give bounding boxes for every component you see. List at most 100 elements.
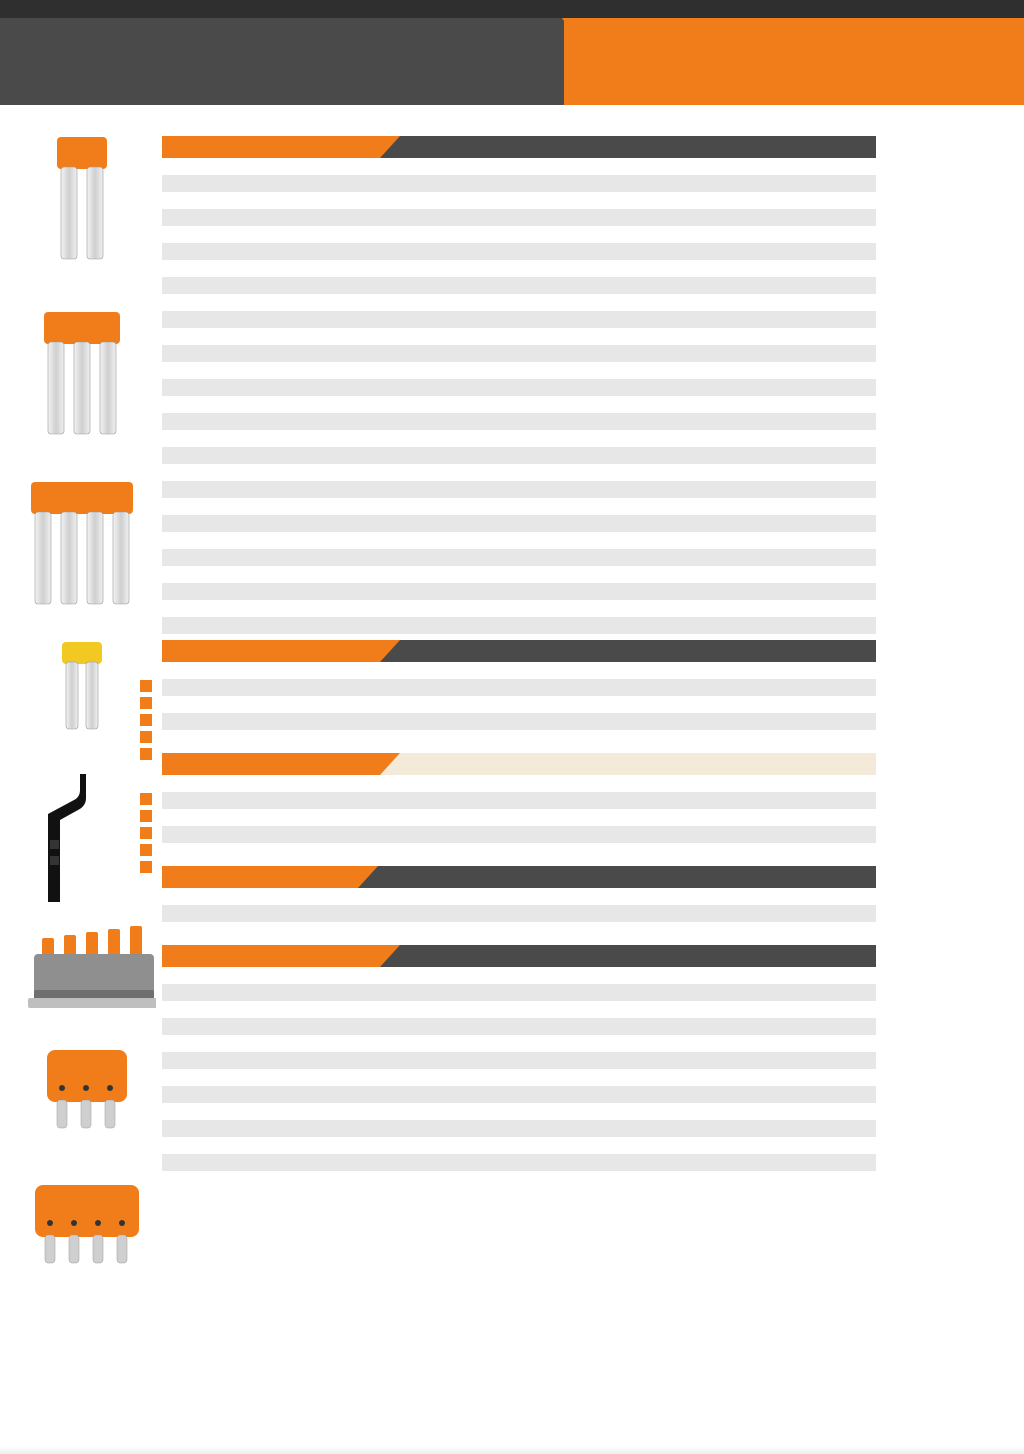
thumb-jumper-4pole bbox=[28, 480, 136, 610]
table-row bbox=[162, 430, 876, 447]
thumb-jumper-2pole-yellow bbox=[28, 640, 136, 735]
table-row bbox=[162, 1018, 876, 1035]
table-row bbox=[162, 826, 876, 843]
table-row bbox=[162, 967, 876, 984]
table-row bbox=[162, 905, 876, 922]
header-top-strip bbox=[0, 0, 1024, 18]
section-header-diagonal bbox=[358, 866, 378, 888]
checkbox-column bbox=[140, 680, 156, 765]
checkbox-marker bbox=[140, 731, 152, 743]
section-rows bbox=[162, 662, 876, 747]
table-row bbox=[162, 481, 876, 498]
table-row bbox=[162, 362, 876, 379]
table-row bbox=[162, 498, 876, 515]
table-row bbox=[162, 1171, 876, 1188]
table-row bbox=[162, 311, 876, 328]
table-row bbox=[162, 158, 876, 175]
checkbox-column bbox=[140, 793, 156, 878]
table-row bbox=[162, 260, 876, 277]
table-row bbox=[162, 192, 876, 209]
checkbox-marker bbox=[140, 680, 152, 692]
table-row bbox=[162, 1103, 876, 1120]
table-row bbox=[162, 515, 876, 532]
thumb-jumper-3pole bbox=[28, 310, 136, 440]
section-header-diagonal bbox=[380, 640, 400, 662]
table-row bbox=[162, 1120, 876, 1137]
table-row bbox=[162, 792, 876, 809]
thumb-block-row bbox=[28, 920, 136, 1010]
table-row bbox=[162, 775, 876, 792]
checkbox-marker bbox=[140, 861, 152, 873]
table-row bbox=[162, 379, 876, 396]
table-row bbox=[162, 617, 876, 634]
table-row bbox=[162, 679, 876, 696]
table-row bbox=[162, 464, 876, 481]
section-header bbox=[162, 640, 876, 662]
table-row bbox=[162, 549, 876, 566]
table-row bbox=[162, 396, 876, 413]
table-row bbox=[162, 922, 876, 939]
thumb-jumper-2pole bbox=[28, 135, 136, 265]
section-header-diagonal bbox=[380, 945, 400, 967]
section-header bbox=[162, 753, 876, 775]
thumb-cover-3 bbox=[28, 1040, 136, 1135]
table-row bbox=[162, 226, 876, 243]
table-row bbox=[162, 696, 876, 713]
table-row bbox=[162, 1137, 876, 1154]
thumb-tool-hook bbox=[28, 770, 136, 910]
section-rows bbox=[162, 967, 876, 1188]
table-row bbox=[162, 294, 876, 311]
section-sec3 bbox=[162, 753, 876, 860]
checkbox-marker bbox=[140, 748, 152, 760]
checkbox-marker bbox=[140, 844, 152, 856]
table-row bbox=[162, 1154, 876, 1171]
table-row bbox=[162, 345, 876, 362]
table-row bbox=[162, 1069, 876, 1086]
section-header bbox=[162, 945, 876, 967]
page-bottom-edge bbox=[0, 1446, 1024, 1454]
table-row bbox=[162, 888, 876, 905]
section-rows bbox=[162, 158, 876, 634]
section-sec4 bbox=[162, 866, 876, 939]
table-row bbox=[162, 984, 876, 1001]
table-row bbox=[162, 713, 876, 730]
section-rows bbox=[162, 888, 876, 939]
section-sec1 bbox=[162, 136, 876, 634]
section-rows bbox=[162, 775, 876, 860]
section-header-orange bbox=[162, 866, 358, 888]
section-header-diagonal bbox=[380, 753, 400, 775]
table-row bbox=[162, 175, 876, 192]
checkbox-marker bbox=[140, 714, 152, 726]
table-row bbox=[162, 243, 876, 260]
table-row bbox=[162, 1052, 876, 1069]
table-row bbox=[162, 809, 876, 826]
section-header-orange bbox=[162, 753, 380, 775]
table-row bbox=[162, 843, 876, 860]
table-row bbox=[162, 328, 876, 345]
main-column bbox=[162, 130, 876, 1188]
section-header-orange bbox=[162, 640, 380, 662]
table-row bbox=[162, 1001, 876, 1018]
section-header-orange bbox=[162, 945, 380, 967]
table-row bbox=[162, 447, 876, 464]
section-sec2 bbox=[162, 640, 876, 747]
checkbox-marker bbox=[140, 793, 152, 805]
section-sec5 bbox=[162, 945, 876, 1188]
section-header-diagonal bbox=[380, 136, 400, 158]
table-row bbox=[162, 1035, 876, 1052]
checkbox-marker bbox=[140, 697, 152, 709]
section-header bbox=[162, 136, 876, 158]
table-row bbox=[162, 662, 876, 679]
section-header-orange bbox=[162, 136, 380, 158]
table-row bbox=[162, 1086, 876, 1103]
table-row bbox=[162, 730, 876, 747]
checkbox-marker bbox=[140, 810, 152, 822]
checkbox-marker bbox=[140, 827, 152, 839]
table-row bbox=[162, 600, 876, 617]
table-row bbox=[162, 532, 876, 549]
table-row bbox=[162, 566, 876, 583]
table-row bbox=[162, 413, 876, 430]
table-row bbox=[162, 277, 876, 294]
table-row bbox=[162, 583, 876, 600]
thumb-cover-4 bbox=[28, 1175, 136, 1270]
